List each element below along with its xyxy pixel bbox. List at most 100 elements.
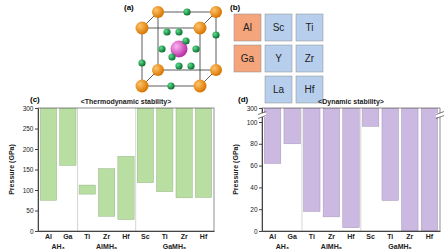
x-tick: Sc: [366, 231, 375, 240]
x-tick: Zr: [328, 231, 335, 240]
x-tick-label: Zr: [406, 233, 413, 240]
panel-label: (c): [30, 95, 40, 104]
x-tick-label: Hf: [122, 233, 130, 240]
y-tick-label: 40: [250, 184, 258, 191]
y-tick-label: 0: [254, 228, 258, 235]
y-tick: 20: [250, 206, 262, 213]
y-tick-mark: [35, 211, 38, 212]
y-axis-line: [259, 109, 263, 232]
cell-edge: [200, 28, 201, 86]
x-tick: Al: [269, 231, 276, 240]
crystal-panel: (a): [124, 3, 222, 93]
hydrogen-atom: [183, 8, 190, 15]
element-cell: [265, 45, 292, 72]
y-tick-mark: [259, 166, 262, 167]
hydrogen-atom: [182, 37, 189, 44]
hydrogen-atom: [168, 53, 175, 60]
element-cell: [234, 14, 261, 41]
group-label: AlMH₆: [321, 243, 342, 250]
x-tick: Ga: [288, 231, 297, 240]
y-tick-label: 100: [247, 119, 258, 126]
x-tick-label: Ti: [309, 233, 315, 240]
metal-atom: [152, 6, 164, 18]
figure: (a)(b)AlScTiGaYZrLaHf050100150200250300A…: [0, 0, 448, 252]
y-tick-mark: [35, 231, 38, 232]
chart-title: <Dynamic stability>: [318, 98, 384, 106]
y-axis-line: [35, 109, 39, 232]
bars: [264, 108, 437, 231]
x-axis: AlGaTiZrHfScTiZrHf: [39, 231, 215, 240]
plot-frame: [262, 108, 440, 231]
x-tick: Zr: [181, 231, 188, 240]
y-axis: 050100150200250300: [23, 105, 39, 235]
range-bar: [323, 108, 339, 217]
x-tick-label: Ga: [63, 233, 72, 240]
y-axis-title: Pressure (GPa): [8, 144, 16, 195]
metal-atom: [194, 22, 207, 35]
range-bar: [157, 108, 173, 192]
hydrogen-atom: [187, 62, 194, 69]
y-axis-title: Pressure (GPa): [232, 144, 240, 195]
x-tick-label: Ga: [288, 233, 297, 240]
element-symbol: Y: [275, 53, 282, 64]
panel-label: (b): [230, 3, 241, 12]
range-bar: [60, 108, 76, 165]
cell-edge: [142, 28, 200, 29]
y-tick-mark: [35, 149, 38, 150]
element-symbol: Ti: [306, 22, 314, 33]
x-tick: Ti: [84, 231, 90, 240]
range-bar: [137, 108, 153, 183]
chart: 020406080100300AlGaTiZrHfScTiZrHfAH₃AlMH…: [232, 95, 444, 250]
x-tick: Hf: [200, 231, 208, 240]
y-tick-mark: [259, 209, 262, 210]
y-tick-label: 0: [30, 228, 34, 235]
y-tick-label: 300: [23, 105, 34, 112]
y-tick: 60: [250, 162, 262, 169]
x-tick-label: Ti: [162, 233, 168, 240]
group-label: AH₃: [276, 243, 289, 250]
metal-atom: [136, 22, 149, 35]
hydrogen-atom: [167, 82, 174, 89]
axis-break-mark: [436, 116, 444, 119]
range-bar: [79, 185, 95, 194]
y-tick-label: 50: [26, 207, 34, 214]
cell-edge: [142, 28, 143, 86]
plot-frame: [38, 108, 214, 231]
x-tick-label: Hf: [426, 233, 434, 240]
y-tick: 40: [250, 184, 262, 191]
hydrogen-atom: [138, 59, 145, 66]
x-tick: Sc: [141, 231, 150, 240]
x-axis: Al Ga Ti Zr Hf Sc Ti Zr Hf: [263, 231, 441, 240]
y-tick-mark: [35, 129, 38, 130]
x-tick: Hf: [426, 231, 434, 240]
group-label: AlMH₆: [96, 243, 117, 250]
x-tick-label: Sc: [366, 233, 375, 240]
range-bar: [176, 108, 192, 198]
element-symbol: Sc: [273, 22, 285, 33]
group-label: GaMH₆: [388, 243, 411, 250]
group-label: AH₃: [51, 243, 64, 250]
element-cell: [296, 45, 323, 72]
y-tick-label: 100: [23, 187, 34, 194]
y-tick: 0: [30, 228, 38, 235]
y-tick: 250: [23, 125, 38, 132]
range-bar: [402, 108, 418, 231]
metal-atom: [210, 6, 222, 18]
group-separator: [77, 108, 78, 231]
hydrogen-atom: [175, 62, 182, 69]
element-symbol: La: [273, 84, 285, 95]
y-tick: 300: [23, 105, 38, 112]
axis-break-mark: [436, 112, 444, 115]
y-tick-mark: [259, 108, 262, 109]
range-bar: [284, 108, 300, 144]
range-bar: [343, 108, 359, 228]
x-axis-line: [263, 231, 441, 232]
x-tick: Hf: [122, 231, 130, 240]
y-tick-label: 150: [23, 166, 34, 173]
range-bar: [421, 108, 437, 231]
range-bar: [98, 169, 114, 217]
x-tick-label: Ti: [387, 233, 393, 240]
x-tick-label: Hf: [347, 233, 355, 240]
x-tick: Al: [45, 231, 52, 240]
chart: 050100150200250300AlGaTiZrHfScTiZrHfAH₃A…: [8, 95, 215, 250]
